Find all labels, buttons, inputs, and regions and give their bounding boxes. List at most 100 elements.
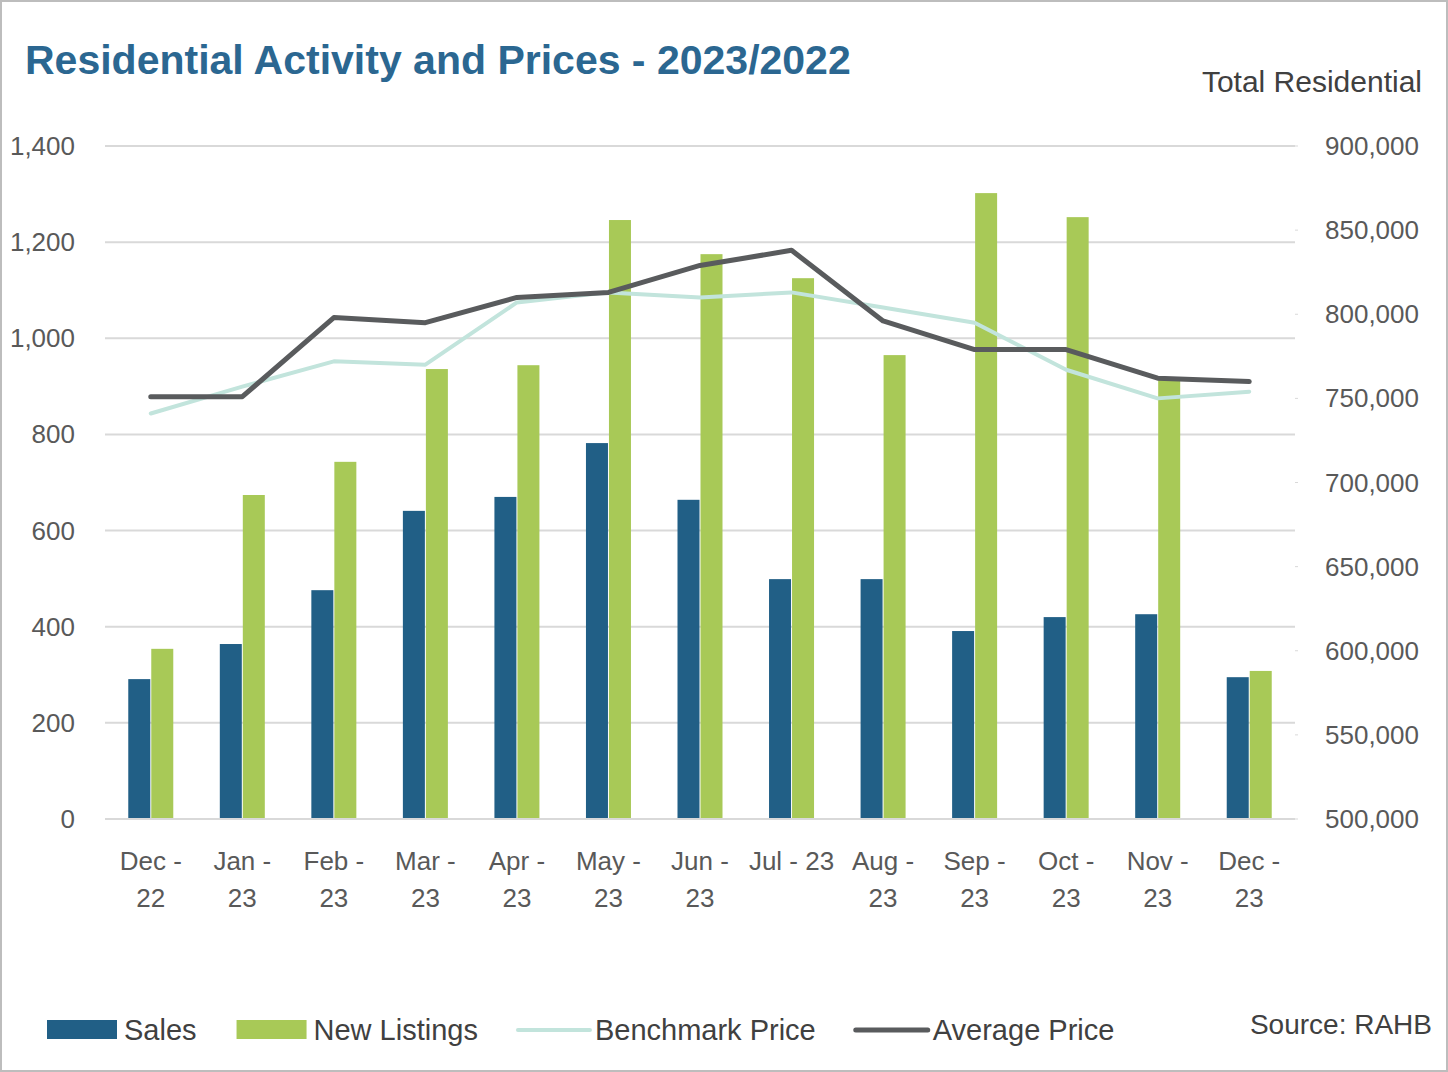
legend-label: New Listings	[314, 1014, 478, 1046]
legend-swatch	[47, 1020, 117, 1039]
x-tick-line: Dec -	[1218, 846, 1280, 876]
x-tick-line: 23	[1235, 883, 1264, 913]
bar	[884, 355, 906, 819]
x-tick-label: Oct - 23	[1038, 846, 1094, 913]
x-tick-line: 23	[869, 883, 898, 913]
bar	[701, 254, 723, 819]
bar	[678, 500, 700, 819]
y2-tick-label: 850,000	[1325, 215, 1419, 245]
grid-line	[105, 722, 1295, 724]
grid-line	[105, 241, 1295, 243]
y-tick-label: 800	[32, 419, 75, 449]
bar	[220, 644, 242, 819]
bar	[975, 193, 997, 819]
x-tick-line: 23	[502, 883, 531, 913]
bar	[426, 369, 448, 819]
x-tick-label: Sep -23	[944, 846, 1006, 913]
x-tick-line: May -	[576, 846, 641, 876]
bar	[1044, 617, 1066, 819]
legend-label: Average Price	[933, 1014, 1115, 1046]
x-tick-label: May - 23	[576, 846, 641, 913]
x-tick-line: Apr -	[489, 846, 545, 876]
bar	[1158, 379, 1180, 819]
grid-line	[105, 433, 1295, 435]
y2-tick	[1295, 146, 1298, 147]
legend-label: Benchmark Price	[595, 1014, 816, 1046]
y2-tick-label: 550,000	[1325, 720, 1419, 750]
subtitle: Total Residential	[1202, 65, 1422, 98]
frame	[1, 1, 1447, 1071]
y2-tick-label: 500,000	[1325, 804, 1419, 834]
y2-tick	[1295, 314, 1298, 315]
bar	[1135, 614, 1157, 819]
grid-line	[105, 145, 1295, 147]
x-tick-line: 23	[228, 883, 257, 913]
legend-swatch	[237, 1020, 307, 1039]
grid	[105, 146, 1295, 819]
bar	[1250, 671, 1272, 819]
legend-swatch	[856, 1028, 928, 1033]
x-tick-label: Aug -23	[852, 846, 914, 913]
x-tick-line: Jun -	[671, 846, 729, 876]
x-axis-line	[105, 818, 1295, 820]
x-tick-label: Dec - 23	[1218, 846, 1280, 913]
y2-tick-label: 750,000	[1325, 383, 1419, 413]
x-tick-label: Jan - 23	[213, 846, 271, 913]
line	[151, 250, 1249, 396]
x-tick-line: Oct -	[1038, 846, 1094, 876]
x-tick-line: 23	[319, 883, 348, 913]
x-tick-label: Jun - 23	[671, 846, 729, 913]
x-tick-line: Feb -	[304, 846, 365, 876]
bar	[311, 590, 333, 819]
grid-line	[105, 530, 1295, 532]
grid-line	[105, 337, 1295, 339]
page: {"chart_data": { "type": "bar", "title":…	[0, 0, 1448, 1072]
x-tick-label: Nov - 23	[1127, 846, 1189, 913]
bar	[792, 278, 814, 819]
bar	[1067, 217, 1089, 819]
x-tick-line: 23	[960, 883, 989, 913]
x-tick-line: 23	[594, 883, 623, 913]
bar	[609, 220, 631, 819]
y-tick-label: 1,400	[10, 131, 75, 161]
y2-tick-label: 600,000	[1325, 636, 1419, 666]
x-tick-label: Feb - 23	[304, 846, 365, 913]
grid-line	[105, 626, 1295, 628]
y2-tick	[1295, 566, 1298, 567]
x-tick-line: 23	[1143, 883, 1172, 913]
bar	[243, 495, 265, 819]
x-tick-line: 23	[411, 883, 440, 913]
x-tick-line: Nov -	[1127, 846, 1189, 876]
y-tick-label: 200	[32, 708, 75, 738]
x-tick-line: Jan -	[213, 846, 271, 876]
source: Source: RAHB	[1250, 1009, 1432, 1040]
bar	[403, 511, 425, 819]
bar	[1227, 677, 1249, 819]
y2-tick-label: 700,000	[1325, 468, 1419, 498]
y-tick-label: 600	[32, 516, 75, 546]
grid-line	[105, 818, 1295, 820]
bar	[769, 579, 791, 819]
y2-tick-label: 650,000	[1325, 552, 1419, 582]
y-tick-label: 1,200	[10, 227, 75, 257]
y-tick-label: 1,000	[10, 323, 75, 353]
bar	[861, 579, 883, 819]
y-tick-label: 400	[32, 612, 75, 642]
chart: Residential Activity and Prices - 2023/2…	[0, 0, 1448, 1072]
y2-tick	[1295, 819, 1298, 820]
x-tick-line: 22	[136, 883, 165, 913]
x-tick-label: Jul - 23	[749, 846, 834, 876]
y2-tick	[1295, 230, 1298, 231]
x-tick-label: Apr - 23	[489, 846, 545, 913]
bar	[586, 443, 608, 819]
y2-tick-label: 800,000	[1325, 299, 1419, 329]
x-tick-line: Mar -	[395, 846, 456, 876]
legend: Sales New Listings Benchmark Price Average …	[47, 1014, 1114, 1046]
x-tick-line: 23	[686, 883, 715, 913]
x-tick-line: 23	[1052, 883, 1081, 913]
legend-label: Sales	[124, 1014, 197, 1046]
bar	[334, 462, 356, 819]
y2-tick	[1295, 482, 1298, 483]
x-tick-line: Dec -	[120, 846, 182, 876]
title: Residential Activity and Prices - 2023/2…	[25, 37, 851, 83]
